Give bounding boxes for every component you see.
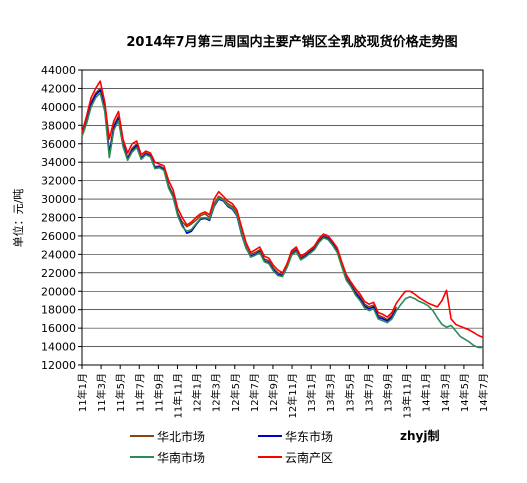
series-layer bbox=[81, 80, 484, 349]
y-tick-label: 16000 bbox=[41, 322, 76, 335]
y-tick-label: 12000 bbox=[41, 359, 76, 372]
x-tick-label: 12年1月 bbox=[191, 373, 204, 412]
x-tick-label: 11年3月 bbox=[95, 373, 108, 412]
y-tick-label: 32000 bbox=[41, 175, 76, 188]
x-tick-label: 11年7月 bbox=[133, 373, 146, 412]
y-tick-label: 26000 bbox=[41, 230, 76, 243]
x-tick-label: 13年3月 bbox=[324, 373, 337, 412]
x-tick-label: 14年1月 bbox=[420, 373, 433, 412]
y-tick-label: 28000 bbox=[41, 212, 76, 225]
x-tick-label: 12年5月 bbox=[229, 373, 242, 412]
x-tick-label: 13年7月 bbox=[362, 373, 375, 412]
x-tick-label: 12年9月 bbox=[267, 373, 280, 412]
legend-label-0: 华北市场 bbox=[157, 429, 205, 444]
y-tick-label: 30000 bbox=[41, 193, 76, 206]
grid bbox=[82, 69, 483, 366]
x-tick-label: 14年3月 bbox=[439, 373, 452, 412]
series-line-1 bbox=[81, 89, 398, 322]
legend-label-2: 华南市场 bbox=[157, 450, 205, 465]
y-tick-label: 44000 bbox=[41, 64, 76, 77]
legend-label-3: 云南产区 bbox=[285, 450, 333, 465]
series-line-3 bbox=[81, 80, 484, 339]
x-tick-label: 11年11月 bbox=[171, 373, 184, 418]
x-tick-label: 11年9月 bbox=[152, 373, 165, 412]
y-tick-label: 18000 bbox=[41, 304, 76, 317]
y-tick-label: 40000 bbox=[41, 101, 76, 114]
x-axis: 11年1月 11年3月 11年5月 11年7月 11年9月 11年11月 12年1月 12年3… bbox=[76, 365, 490, 418]
y-axis: 12000 14000 16000 18000 20000 22000 24000 26000… bbox=[41, 64, 82, 372]
y-tick-label: 34000 bbox=[41, 156, 76, 169]
x-tick-label: 13年1月 bbox=[305, 373, 318, 412]
x-tick-label: 11年1月 bbox=[76, 373, 89, 412]
x-tick-label: 14年5月 bbox=[458, 373, 471, 412]
y-tick-label: 14000 bbox=[41, 341, 76, 354]
x-tick-label: 13年9月 bbox=[382, 373, 395, 412]
y-tick-label: 20000 bbox=[41, 285, 76, 298]
y-tick-label: 38000 bbox=[41, 119, 76, 132]
x-tick-label: 13年11月 bbox=[401, 373, 414, 418]
chart-title: 2014年7月第三周国内主要产销区全乳胶现货价格走势图 bbox=[126, 34, 457, 50]
y-axis-label: 单位：元/吨 bbox=[11, 189, 25, 248]
series-line-2 bbox=[81, 92, 483, 349]
y-tick-label: 42000 bbox=[41, 82, 76, 95]
x-tick-label: 11年5月 bbox=[114, 373, 127, 412]
watermark: zhyj制 bbox=[400, 428, 439, 443]
x-tick-label: 12年11月 bbox=[286, 373, 299, 418]
y-tick-label: 24000 bbox=[41, 248, 76, 261]
x-tick-label: 12年3月 bbox=[210, 373, 223, 412]
legend-label-1: 华东市场 bbox=[285, 429, 333, 444]
x-tick-label: 14年7月 bbox=[477, 373, 490, 412]
y-tick-label: 36000 bbox=[41, 138, 76, 151]
y-tick-label: 22000 bbox=[41, 267, 76, 280]
x-tick-label: 12年7月 bbox=[248, 373, 261, 412]
x-tick-label: 13年5月 bbox=[343, 373, 356, 412]
